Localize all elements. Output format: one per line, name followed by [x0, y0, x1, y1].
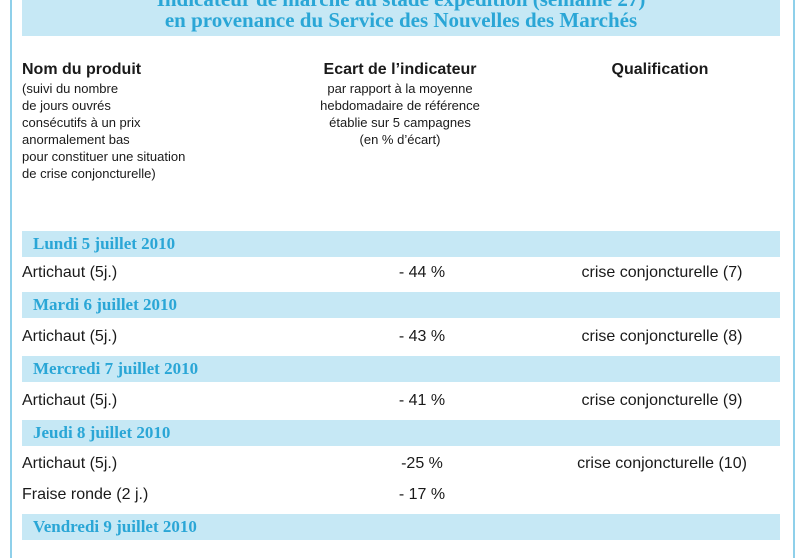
- gap-value-cell: - 41 %: [398, 392, 446, 409]
- header-gap-sub-1: par rapport à la moyenne: [327, 81, 473, 96]
- table-frame: [10, 0, 795, 558]
- title-band: Indicateur de marché au stade expédition…: [22, 0, 780, 36]
- day-band-tuesday: Mardi 6 juillet 2010: [22, 292, 780, 318]
- day-band-monday: Lundi 5 juillet 2010: [22, 231, 780, 257]
- gap-value-cell: - 17 %: [398, 486, 446, 503]
- product-cell: Artichaut (5j.): [22, 455, 118, 472]
- table-row: Artichaut (5j.) - 44 % crise conjoncture…: [22, 260, 780, 286]
- title-line-1: Indicateur de marché au stade expédition…: [22, 0, 780, 11]
- qualification-cell: crise conjoncturelle (9): [581, 392, 743, 409]
- header-qualification: Qualification: [560, 60, 760, 80]
- gap-value-cell: - 44 %: [398, 264, 446, 281]
- header-qualification-title: Qualification: [611, 61, 709, 78]
- header-product-subtitle: (suivi du nombre de jours ouvrés consécu…: [22, 81, 186, 181]
- header-gap-title: Ecart de l’indicateur: [323, 61, 477, 78]
- product-cell: Fraise ronde (2 j.): [22, 486, 149, 503]
- product-cell: Artichaut (5j.): [22, 264, 118, 281]
- header-gap-sub-3: établie sur 5 campagnes: [329, 115, 471, 130]
- header-product-title: Nom du produit: [22, 61, 142, 78]
- qualification-cell: crise conjoncturelle (8): [581, 328, 743, 345]
- table-row: Artichaut (5j.) -25 % crise conjoncturel…: [22, 451, 780, 477]
- day-band-friday: Vendredi 9 juillet 2010: [22, 514, 780, 540]
- table-row: Fraise ronde (2 j.) - 17 %: [22, 482, 780, 508]
- gap-value-cell: -25 %: [401, 455, 443, 472]
- day-band-wednesday: Mercredi 7 juillet 2010: [22, 356, 780, 382]
- header-gap-sub-4: (en % d’écart): [359, 132, 441, 147]
- table-row: Artichaut (5j.) - 41 % crise conjoncture…: [22, 388, 780, 414]
- header-gap-sub-2: hebdomadaire de référence: [320, 98, 480, 113]
- product-cell: Artichaut (5j.): [22, 392, 118, 409]
- day-band-thursday: Jeudi 8 juillet 2010: [22, 420, 780, 446]
- gap-value-cell: - 43 %: [398, 328, 446, 345]
- header-product-name: Nom du produit (suivi du nombre de jours…: [22, 60, 272, 182]
- title-line-2: en provenance du Service des Nouvelles d…: [164, 8, 638, 32]
- header-indicator-gap: Ecart de l’indicateur par rapport à la m…: [280, 60, 520, 148]
- qualification-cell: crise conjoncturelle (7): [581, 264, 743, 281]
- table-row: Artichaut (5j.) - 43 % crise conjoncture…: [22, 324, 780, 350]
- product-cell: Artichaut (5j.): [22, 328, 118, 345]
- qualification-cell: crise conjoncturelle (10): [577, 455, 747, 472]
